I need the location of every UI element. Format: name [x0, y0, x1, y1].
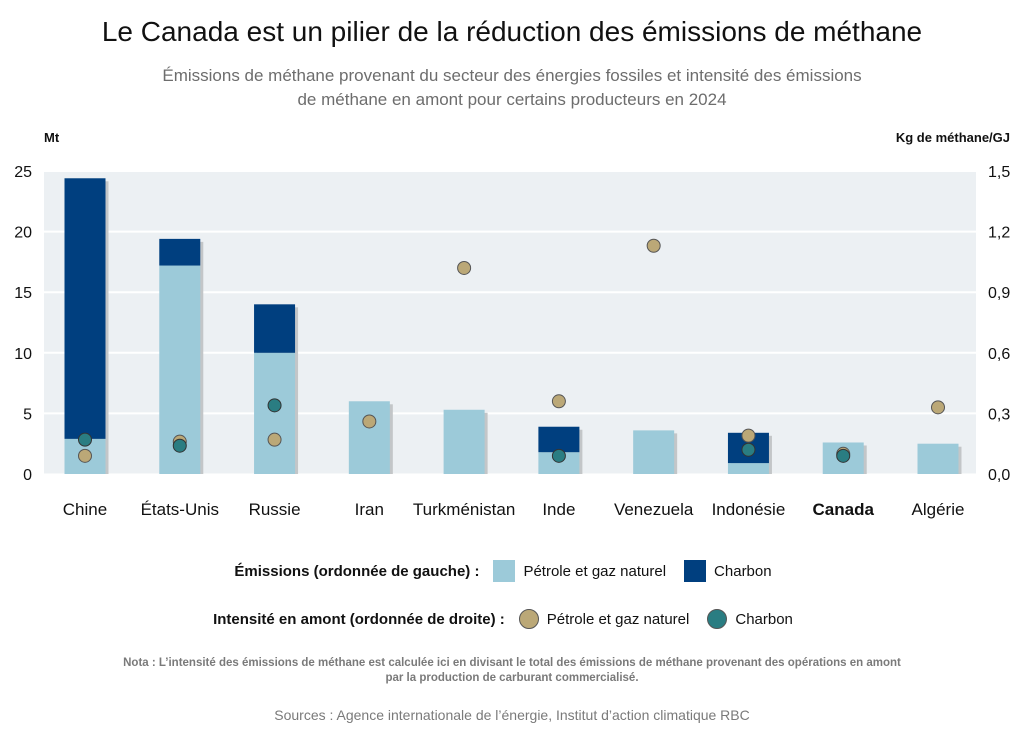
coal-dot-swatch	[707, 609, 728, 629]
category-label: Venezuela	[614, 500, 694, 519]
right-axis-unit: Kg de méthane/GJ	[895, 130, 1010, 145]
right-tick-label: 1,5	[988, 164, 1010, 181]
left-tick-label: 15	[14, 285, 32, 302]
category-label: Canada	[813, 500, 875, 519]
left-axis-unit: Mt	[44, 130, 60, 145]
dot-coal-intensity	[836, 448, 851, 463]
legend-intensity-label: Intensité en amont (ordonnée de droite) …	[213, 610, 505, 628]
footnote: Nota : L’intensité des émissions de méth…	[62, 656, 962, 686]
left-tick-label: 25	[14, 164, 32, 181]
left-tick-label: 20	[14, 225, 32, 242]
bar-coal	[538, 426, 580, 453]
footnote-line-2: par la production de carburant commercia…	[385, 672, 639, 684]
legend-emissions: Émissions (ordonnée de gauche) : Pétrole…	[0, 560, 1024, 582]
sources: Sources : Agence internationale de l’éne…	[274, 707, 750, 723]
category-label: Inde	[542, 500, 575, 519]
dot-oil-gas-intensity	[646, 238, 661, 253]
category-label: Russie	[249, 500, 301, 519]
subtitle-line-2: de méthane en amont pour certains produc…	[297, 90, 727, 109]
dot-oil-gas-intensity	[931, 400, 945, 415]
right-tick-label: 0,0	[988, 467, 1010, 484]
dot-oil-gas-intensity	[362, 414, 377, 429]
bar-coal	[254, 304, 296, 353]
chart-title: Le Canada est un pilier de la réduction …	[101, 16, 923, 47]
bar-oil-gas	[538, 452, 580, 474]
right-tick-label: 0,9	[988, 285, 1010, 302]
left-tick-label: 0	[23, 467, 32, 484]
left-tick-label: 10	[14, 346, 32, 363]
right-tick-label: 0,6	[988, 346, 1010, 363]
category-label: États-Unis	[141, 500, 219, 519]
bar-oil-gas	[727, 463, 769, 474]
dot-oil-gas-intensity	[741, 428, 756, 443]
legend-oil-gas-bar-label: Pétrole et gaz naturel	[523, 562, 667, 580]
legend-emissions-label: Émissions (ordonnée de gauche) :	[234, 562, 480, 580]
dot-oil-gas-intensity	[267, 432, 282, 447]
dot-oil-gas-intensity	[551, 394, 566, 409]
legend-item-oil-gas-bar: Pétrole et gaz naturel	[493, 560, 666, 582]
oil-gas-dot-swatch	[518, 609, 539, 629]
chart-subtitle: Émissions de méthane provenant du secteu…	[92, 64, 932, 112]
coal-bar-swatch	[684, 560, 707, 582]
bar-oil-gas	[917, 443, 959, 474]
right-tick-label: 1,2	[988, 225, 1010, 242]
category-label: Chine	[63, 500, 107, 519]
legend-item-coal-bar: Charbon	[684, 560, 772, 582]
dot-oil-gas-intensity	[457, 260, 472, 275]
right-tick-label: 0,3	[988, 406, 1010, 423]
dot-oil-gas-intensity	[78, 448, 92, 463]
bar-oil-gas	[443, 409, 485, 474]
chart-svg: 0 0,0 5 0,3 10 0,6 15 0,9 20 1,2 25 1,5 Chine États-U…	[14, 164, 1010, 519]
dot-coal-intensity	[78, 432, 92, 447]
dot-coal-intensity	[172, 438, 187, 453]
bar-oil-gas	[254, 352, 296, 474]
dot-coal-intensity	[741, 442, 756, 457]
oil-gas-bar-swatch	[493, 560, 516, 582]
dot-coal-intensity	[267, 398, 282, 413]
bar-oil-gas	[633, 430, 675, 474]
footnote-line-1: Nota : L’intensité des émissions de méth…	[123, 657, 901, 669]
legend-item-oil-gas-dot: Pétrole et gaz naturel	[518, 609, 690, 629]
category-label: Turkménistan	[413, 500, 515, 519]
category-label: Indonésie	[712, 500, 786, 519]
bar-coal	[159, 238, 201, 266]
category-label: Iran	[355, 500, 384, 519]
legend-intensity: Intensité en amont (ordonnée de droite) …	[0, 609, 1024, 629]
subtitle-line-1: Émissions de méthane provenant du secteu…	[162, 66, 862, 85]
legend-coal-dot-label: Charbon	[735, 610, 793, 628]
bar-coal	[64, 178, 106, 439]
bar-oil-gas	[348, 401, 390, 474]
legend-coal-bar-label: Charbon	[714, 562, 772, 580]
category-label: Algérie	[912, 500, 965, 519]
dot-coal-intensity	[551, 448, 566, 463]
left-tick-label: 5	[23, 406, 32, 423]
legend-item-coal-dot: Charbon	[707, 609, 793, 629]
legend-oil-gas-dot-label: Pétrole et gaz naturel	[546, 610, 690, 628]
